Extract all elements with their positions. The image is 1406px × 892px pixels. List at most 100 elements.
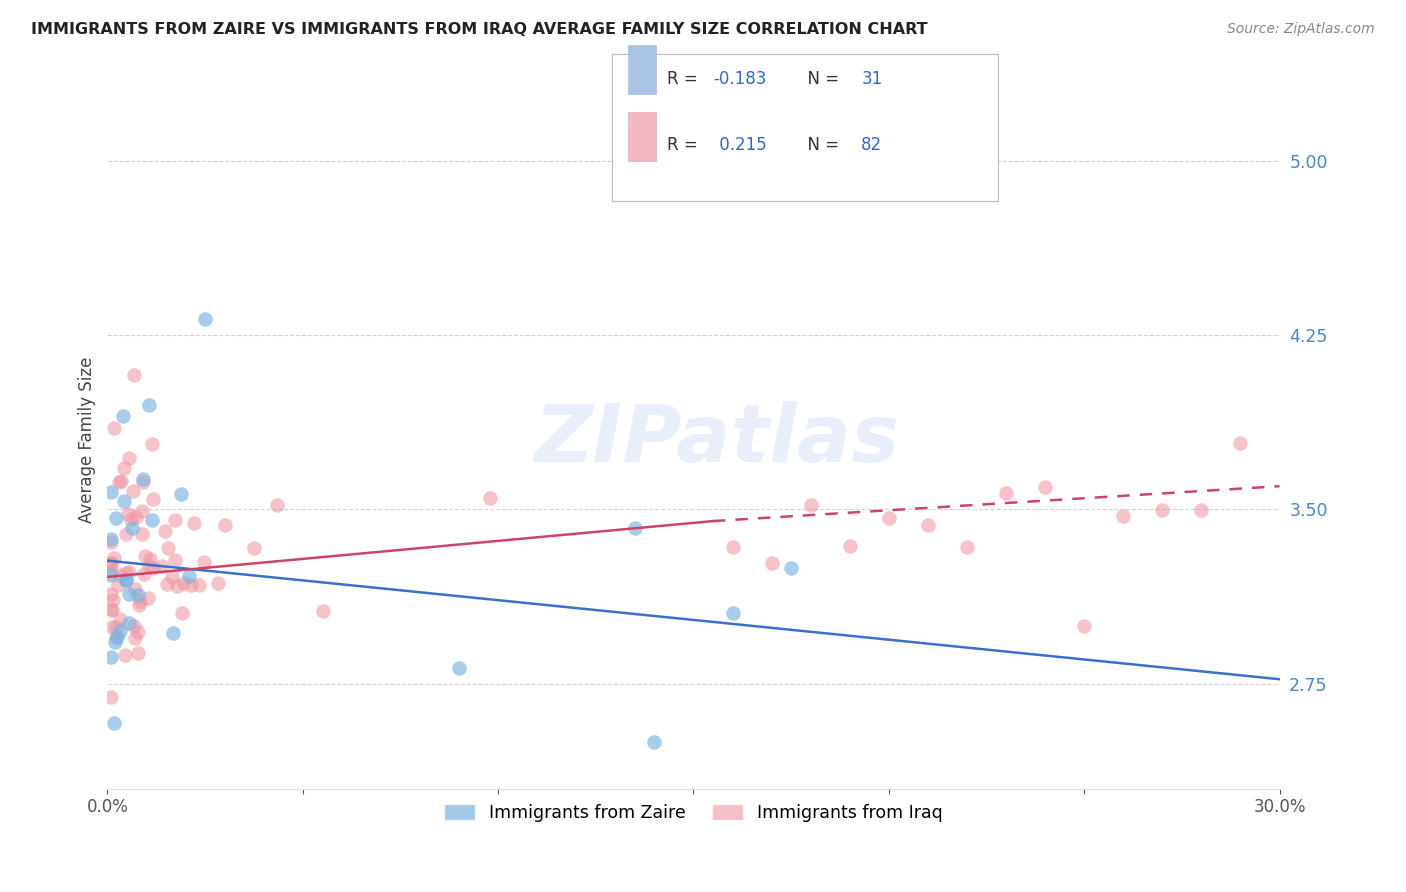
Immigrants from Zaire: [127, 588, 149, 602]
Immigrants from Zaire: [100, 567, 122, 582]
Immigrants from Iraq: [160, 570, 183, 584]
Immigrants from Zaire: [138, 398, 160, 412]
Immigrants from Iraq: [153, 524, 176, 538]
Immigrants from Iraq: [173, 576, 195, 591]
Immigrants from Iraq: [120, 512, 142, 526]
Immigrants from Iraq: [125, 509, 148, 524]
Immigrants from Iraq: [917, 517, 939, 532]
Immigrants from Iraq: [139, 552, 162, 566]
Immigrants from Iraq: [115, 566, 138, 580]
Immigrants from Iraq: [207, 576, 229, 591]
Immigrants from Iraq: [118, 451, 141, 466]
Text: -0.183: -0.183: [714, 70, 768, 87]
Immigrants from Iraq: [110, 474, 132, 488]
Immigrants from Iraq: [121, 483, 143, 498]
Immigrants from Iraq: [131, 526, 153, 541]
Immigrants from Iraq: [103, 421, 125, 435]
Immigrants from Iraq: [112, 460, 135, 475]
Immigrants from Zaire: [112, 494, 135, 508]
Immigrants from Zaire: [104, 510, 127, 524]
Immigrants from Zaire: [103, 716, 125, 731]
Immigrants from Iraq: [995, 485, 1018, 500]
Immigrants from Zaire: [110, 624, 132, 638]
Immigrants from Iraq: [108, 475, 131, 489]
Immigrants from Iraq: [163, 513, 186, 527]
Immigrants from Iraq: [188, 577, 211, 591]
Immigrants from Iraq: [101, 603, 124, 617]
Immigrants from Iraq: [266, 498, 288, 512]
Immigrants from Zaire: [780, 560, 803, 574]
Immigrants from Iraq: [761, 556, 783, 570]
Immigrants from Iraq: [1152, 502, 1174, 516]
Immigrants from Iraq: [142, 561, 165, 575]
Immigrants from Iraq: [124, 631, 146, 645]
Immigrants from Zaire: [100, 532, 122, 546]
Text: R =: R =: [668, 136, 703, 154]
Immigrants from Iraq: [242, 541, 264, 555]
Text: ZIPatlas: ZIPatlas: [534, 401, 900, 479]
Immigrants from Iraq: [1112, 508, 1135, 523]
Text: N =: N =: [797, 136, 844, 154]
Immigrants from Zaire: [115, 573, 138, 587]
Immigrants from Iraq: [103, 592, 125, 607]
Immigrants from Iraq: [214, 518, 236, 533]
Immigrants from Iraq: [131, 504, 153, 518]
Immigrants from Iraq: [170, 606, 193, 620]
Immigrants from Zaire: [105, 631, 128, 645]
Immigrants from Iraq: [100, 587, 122, 601]
Immigrants from Zaire: [447, 661, 470, 675]
Immigrants from Iraq: [100, 535, 122, 549]
Immigrants from Iraq: [1189, 503, 1212, 517]
Y-axis label: Average Family Size: Average Family Size: [79, 357, 96, 523]
Immigrants from Iraq: [100, 557, 122, 571]
Text: N =: N =: [797, 70, 844, 87]
Immigrants from Iraq: [156, 576, 179, 591]
Immigrants from Iraq: [122, 368, 145, 382]
Immigrants from Iraq: [107, 577, 129, 591]
Legend: Immigrants from Zaire, Immigrants from Iraq: Immigrants from Zaire, Immigrants from I…: [437, 797, 950, 829]
Immigrants from Iraq: [136, 591, 159, 605]
Immigrants from Iraq: [110, 567, 132, 582]
Immigrants from Zaire: [141, 513, 163, 527]
Immigrants from Iraq: [101, 620, 124, 634]
Immigrants from Iraq: [104, 630, 127, 644]
Immigrants from Zaire: [100, 649, 122, 664]
Immigrants from Iraq: [141, 437, 163, 451]
Immigrants from Iraq: [877, 511, 900, 525]
Immigrants from Zaire: [194, 311, 217, 326]
Immigrants from Iraq: [132, 566, 155, 581]
Immigrants from Iraq: [100, 602, 122, 616]
Immigrants from Iraq: [122, 619, 145, 633]
Immigrants from Iraq: [163, 553, 186, 567]
Immigrants from Iraq: [108, 612, 131, 626]
Text: 31: 31: [862, 70, 883, 87]
Immigrants from Iraq: [721, 541, 744, 555]
Immigrants from Zaire: [117, 616, 139, 631]
Immigrants from Zaire: [112, 409, 135, 424]
Immigrants from Zaire: [179, 569, 201, 583]
Immigrants from Zaire: [1209, 839, 1232, 854]
Immigrants from Iraq: [479, 491, 502, 505]
Immigrants from Iraq: [166, 579, 188, 593]
Text: Source: ZipAtlas.com: Source: ZipAtlas.com: [1227, 22, 1375, 37]
Immigrants from Iraq: [117, 507, 139, 521]
Immigrants from Iraq: [1229, 436, 1251, 450]
Immigrants from Iraq: [142, 492, 165, 507]
Immigrants from Iraq: [132, 475, 155, 490]
Immigrants from Iraq: [193, 555, 215, 569]
Immigrants from Zaire: [115, 573, 138, 587]
Immigrants from Zaire: [131, 472, 153, 486]
Immigrants from Iraq: [103, 551, 125, 566]
Immigrants from Zaire: [169, 487, 191, 501]
Immigrants from Iraq: [138, 559, 160, 574]
Immigrants from Iraq: [1073, 619, 1095, 633]
Immigrants from Iraq: [118, 565, 141, 579]
Immigrants from Iraq: [956, 540, 979, 554]
Immigrants from Iraq: [127, 646, 149, 660]
Immigrants from Zaire: [162, 625, 184, 640]
Immigrants from Zaire: [103, 635, 125, 649]
Immigrants from Iraq: [114, 648, 136, 662]
Immigrants from Iraq: [311, 604, 333, 618]
Immigrants from Iraq: [124, 582, 146, 597]
Immigrants from Iraq: [134, 549, 156, 563]
